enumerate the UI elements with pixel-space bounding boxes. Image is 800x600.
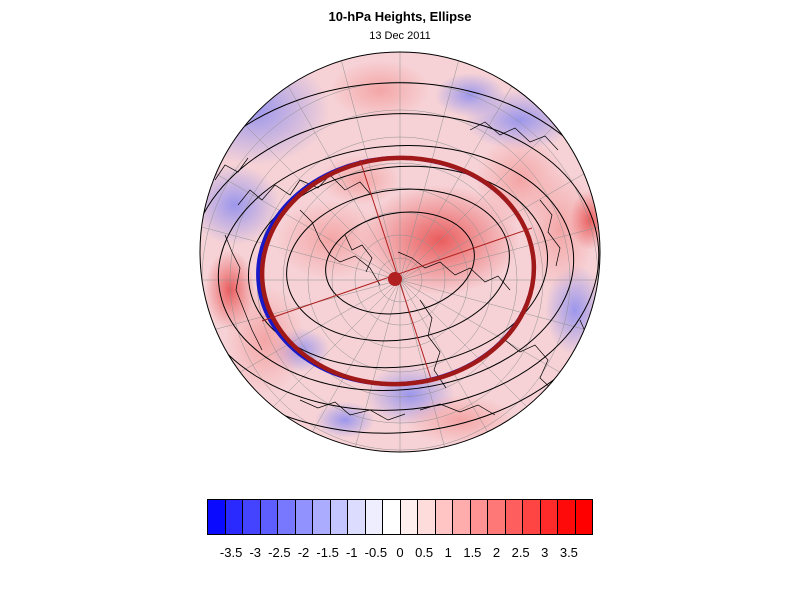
colorbar-swatch — [558, 500, 576, 534]
colorbar-tick-label: -1 — [345, 545, 358, 560]
colorbar-tick-label: 3.5 — [559, 545, 578, 560]
map-date: 13 Dec 2011 — [369, 30, 431, 42]
colorbar-swatch — [278, 500, 296, 534]
colorbar-swatch — [225, 500, 243, 534]
coastlines — [214, 121, 591, 421]
colorbar-swatch — [383, 500, 401, 534]
colorbar-tick-label: 2.5 — [511, 545, 530, 560]
colorbar-tick-label: 0 — [396, 545, 404, 560]
colorbar-swatch — [260, 500, 278, 534]
colorbar-swatch — [330, 500, 348, 534]
map-title: 10-hPa Heights, Ellipse — [328, 9, 472, 24]
colorbar-swatch — [523, 500, 541, 534]
colorbar-tick-label: -3.5 — [219, 545, 243, 560]
colorbar-tick-label: 2 — [492, 545, 501, 560]
colorbar-swatch — [208, 500, 226, 534]
colorbar — [207, 499, 593, 535]
anomaly-field — [200, 52, 600, 452]
colorbar-tick-label: -1.5 — [316, 545, 339, 560]
map-boundary — [199, 51, 601, 453]
colorbar-swatch — [243, 500, 261, 534]
height-contours — [200, 82, 600, 434]
colorbar-swatch — [365, 500, 383, 534]
colorbar-swatch — [575, 500, 592, 534]
ellipse-center-marker — [388, 272, 402, 286]
colorbar-swatch — [488, 500, 506, 534]
colorbar-swatch — [470, 500, 488, 534]
colorbar-swatch — [418, 500, 436, 534]
colorbar-tick-label: -3 — [249, 545, 262, 560]
colorbar-tick-label: -2 — [297, 545, 310, 560]
colorbar-swatch — [348, 500, 366, 534]
colorbar-swatch — [400, 500, 418, 534]
fitted-ellipse — [259, 155, 537, 387]
colorbar-tick-labels: -3.5 -3 -2.5 -2 -1.5 -1 -0.5 0 0.5 1 1.5 2 2.5 3 3.5 — [0, 545, 800, 561]
colorbar-tick-label: 1.5 — [463, 545, 482, 560]
colorbar-swatch — [295, 500, 313, 534]
colorbar-swatch — [313, 500, 331, 534]
colorbar-swatch — [435, 500, 453, 534]
colorbar-tick-label: 3 — [541, 545, 549, 560]
colorbar-swatch — [505, 500, 523, 534]
colorbar-tick-label: 0.5 — [415, 545, 434, 560]
polar-map — [199, 51, 601, 453]
colorbar-tick-label: -2.5 — [268, 545, 291, 560]
colorbar-swatch — [453, 500, 471, 534]
colorbar-tick-label: 1 — [444, 545, 452, 560]
colorbar-tick-label: -0.5 — [364, 545, 388, 560]
colorbar-swatch — [540, 500, 558, 534]
